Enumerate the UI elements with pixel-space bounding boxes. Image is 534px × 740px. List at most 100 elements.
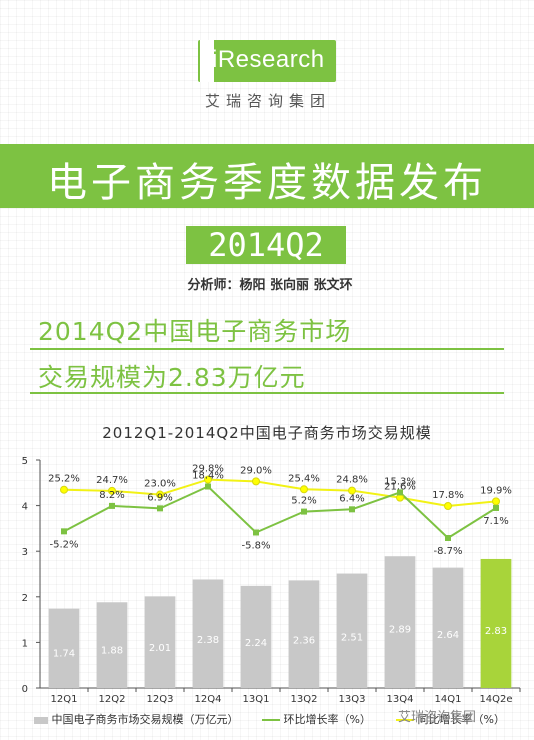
brand-logo-text: iResearch [212, 46, 325, 73]
x-tick-label: 12Q4 [195, 694, 222, 705]
x-tick-label: 13Q4 [387, 694, 414, 705]
yoy-data-label: 25.4% [288, 473, 320, 484]
bar-value-label: 2.51 [341, 632, 363, 643]
y-tick-label: 2 [22, 593, 28, 604]
x-tick-label: 14Q1 [435, 694, 462, 705]
bar-value-label: 2.01 [149, 643, 171, 654]
x-tick-label: 13Q1 [243, 694, 270, 705]
bar-value-label: 2.64 [437, 630, 459, 641]
qoq-data-label: 5.2% [291, 496, 316, 507]
yoy-data-label: 24.8% [336, 475, 368, 486]
yoy-point [108, 486, 116, 495]
x-tick-label: 12Q1 [51, 694, 78, 705]
qoq-point [301, 508, 307, 515]
qoq-data-label: 6.9% [147, 492, 172, 503]
qoq-line [63, 485, 497, 540]
qoq-point [205, 483, 211, 490]
x-tick-label: 12Q3 [147, 694, 174, 705]
qoq-point [349, 506, 355, 513]
qoq-data-label: 8.2% [99, 490, 124, 501]
x-tick-label: 13Q2 [291, 694, 318, 705]
x-tick-label: 14Q2e [479, 694, 512, 705]
bar-value-label: 1.88 [101, 645, 123, 656]
analyst-credits: 分析师：杨阳 张向丽 张文环 [187, 278, 353, 293]
period-label: 2014Q2 [208, 226, 324, 264]
yoy-point [492, 497, 500, 506]
chart-plot: 0 1 2 3 4 5 1.74 12Q1 1.88 12Q2 2.01 12Q3 2.38 12Q4 2.… [22, 456, 521, 705]
yoy-point [348, 486, 356, 495]
qoq-point [109, 502, 115, 509]
bar-value-label: 2.89 [389, 625, 411, 636]
yoy-point [204, 475, 212, 484]
bar [480, 558, 512, 688]
yoy-point [300, 485, 308, 494]
qoq-point [157, 505, 163, 512]
legend-label: 同比增长率（%） [417, 713, 505, 726]
legend-swatch [34, 716, 48, 724]
period-badge [186, 226, 346, 264]
yoy-point [60, 485, 68, 494]
title-banner [0, 144, 534, 208]
bar-value-label: 1.74 [53, 648, 75, 659]
yoy-data-label: 24.7% [96, 475, 128, 486]
qoq-data-label: -8.7% [433, 546, 462, 557]
yoy-point [444, 502, 452, 510]
qoq-point [493, 504, 499, 511]
bar [336, 573, 368, 688]
bar [48, 608, 80, 688]
qoq-point [397, 489, 403, 496]
banner-title: 电子商务季度数据发布 [47, 160, 487, 206]
y-tick-label: 4 [22, 502, 28, 513]
yoy-data-label: 29.0% [240, 465, 272, 476]
bar [240, 585, 272, 688]
brand-logo [198, 40, 336, 82]
qoq-data-label: 6.4% [339, 493, 364, 504]
brand-subtitle: 艾瑞咨询集团 [204, 92, 331, 110]
qoq-point [253, 529, 259, 536]
yoy-data-label: 25.2% [48, 474, 80, 485]
yoy-line [63, 478, 497, 508]
yoy-data-label: 17.8% [432, 490, 464, 501]
bar-value-label: 2.38 [197, 635, 219, 646]
bar-value-label: 2.36 [293, 636, 315, 647]
qoq-point [445, 535, 451, 541]
legend-item-yoy: 同比增长率（%） [396, 711, 505, 729]
bar-value-label: 2.83 [485, 626, 507, 637]
yoy-data-label: 29.8% [192, 464, 224, 475]
divider [30, 392, 504, 394]
y-tick-label: 3 [22, 547, 28, 558]
legend-label: 环比增长率（%） [283, 713, 371, 726]
qoq-data-label: -5.8% [241, 540, 270, 551]
bar [144, 596, 176, 688]
legend-item-qoq: 环比增长率（%） [262, 711, 371, 729]
y-tick-label: 0 [22, 684, 28, 695]
yoy-point [156, 490, 164, 499]
qoq-data-label: 15.3% [384, 476, 416, 487]
headline-line-2: 交易规模为2.83万亿元 [38, 363, 306, 392]
watermark: 艾瑞咨询集团 [398, 710, 477, 725]
legend-swatch [262, 719, 280, 721]
bar [96, 602, 128, 688]
x-tick-label: 12Q2 [99, 694, 126, 705]
divider [30, 348, 504, 350]
bar [288, 580, 320, 688]
legend-label: 中国电子商务市场交易规模（万亿元） [51, 713, 239, 726]
qoq-data-label: 7.1% [483, 516, 508, 527]
headline-line-1: 2014Q2中国电子商务市场 [38, 317, 352, 346]
qoq-data-label: 18.4% [192, 471, 224, 482]
qoq-data-label: -5.2% [49, 539, 78, 550]
legend-item-bar: 中国电子商务市场交易规模（万亿元） [34, 711, 239, 729]
chart-title: 2012Q1-2014Q2中国电子商务市场交易规模 [102, 424, 432, 442]
bar-value-label: 2.24 [245, 638, 267, 649]
bar [384, 556, 416, 688]
y-tick-label: 5 [22, 456, 28, 467]
yoy-point [252, 477, 260, 486]
qoq-point [61, 528, 67, 535]
yoy-data-label: 23.0% [144, 479, 176, 490]
bar [432, 567, 464, 688]
yoy-data-label: 19.9% [480, 485, 512, 496]
y-tick-label: 1 [22, 638, 28, 649]
logo-i-mark [200, 40, 214, 82]
x-tick-label: 13Q3 [339, 694, 366, 705]
